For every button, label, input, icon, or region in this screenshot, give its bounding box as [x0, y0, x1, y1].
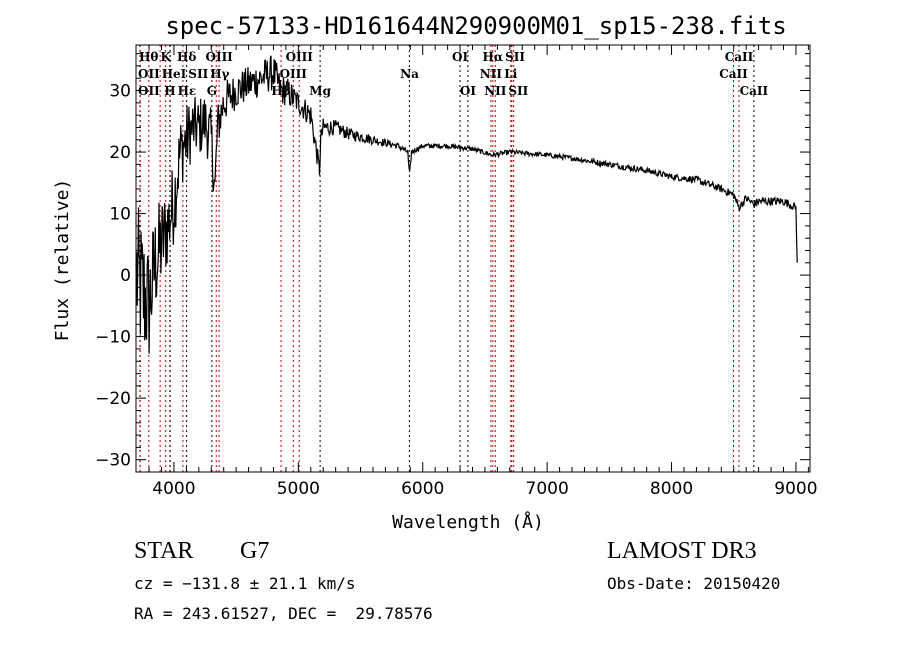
y-tick-label: −10 — [95, 328, 131, 348]
line-label: Hα — [483, 50, 504, 64]
line-label: OI — [460, 84, 476, 98]
line-label: HeI — [162, 67, 187, 81]
object-class: STAR — [134, 538, 194, 564]
line-label: Mg — [309, 84, 331, 98]
y-tick-label: 0 — [120, 266, 131, 286]
obs-date: Obs-Date: 20150420 — [607, 574, 781, 593]
line-label: OIII — [286, 50, 314, 64]
line-label: H — [164, 84, 175, 98]
line-label: Hγ — [210, 67, 229, 81]
survey-name: LAMOST DR3 — [607, 538, 757, 564]
x-tick-labels: 4000 5000 6000 7000 8000 9000 — [152, 479, 817, 499]
line-label: OII — [138, 84, 160, 98]
line-label: SII — [505, 50, 525, 64]
line-label: Li — [504, 67, 517, 81]
line-label: Hθ — [139, 50, 158, 64]
axis-ticks — [136, 45, 810, 473]
x-tick-label: 9000 — [774, 479, 817, 499]
line-label: SII — [188, 67, 208, 81]
line-label: OIII — [206, 50, 234, 64]
x-axis-label: Wavelength (Å) — [392, 511, 544, 533]
y-axis-label: Flux (relative) — [52, 179, 73, 342]
redshift-cz: cz = −131.8 ± 21.1 km/s — [134, 574, 356, 593]
spectrum-line — [136, 55, 798, 354]
line-label: NII — [484, 84, 507, 98]
line-label: NII — [480, 67, 503, 81]
plot-frame — [135, 44, 811, 473]
ra-dec: RA = 243.61527, DEC = 29.78576 — [134, 604, 433, 623]
line-label: CaII — [719, 67, 748, 81]
line-label: Hδ — [177, 50, 196, 64]
x-tick-label: 4000 — [152, 479, 195, 499]
spectral-line-markers — [139, 45, 755, 472]
chart-title: spec-57133-HD161644N290900M01_sp15-238.f… — [165, 12, 786, 40]
x-tick-label: 7000 — [526, 479, 569, 499]
line-label: CaII — [740, 84, 769, 98]
line-label: OI — [452, 50, 468, 64]
x-tick-label: 8000 — [650, 479, 693, 499]
x-tick-label: 5000 — [277, 479, 320, 499]
y-tick-label: −30 — [95, 451, 131, 471]
y-tick-labels: −30 −20 −10 0 10 20 30 — [95, 82, 131, 471]
line-label: Hε — [178, 84, 197, 98]
object-subclass: G7 — [240, 538, 270, 564]
line-label: OII — [138, 67, 160, 81]
line-label: Na — [400, 67, 419, 81]
line-label: OIII — [280, 67, 308, 81]
line-label: SII — [508, 84, 528, 98]
y-tick-label: 20 — [109, 143, 131, 163]
line-label: K — [161, 50, 172, 64]
x-tick-label: 6000 — [401, 479, 444, 499]
line-label: Hβ — [271, 84, 290, 98]
y-tick-label: 10 — [109, 205, 131, 225]
y-tick-label: 30 — [109, 82, 131, 102]
line-label: G — [207, 84, 217, 98]
line-label: CaII — [725, 50, 754, 64]
y-tick-label: −20 — [95, 389, 131, 409]
